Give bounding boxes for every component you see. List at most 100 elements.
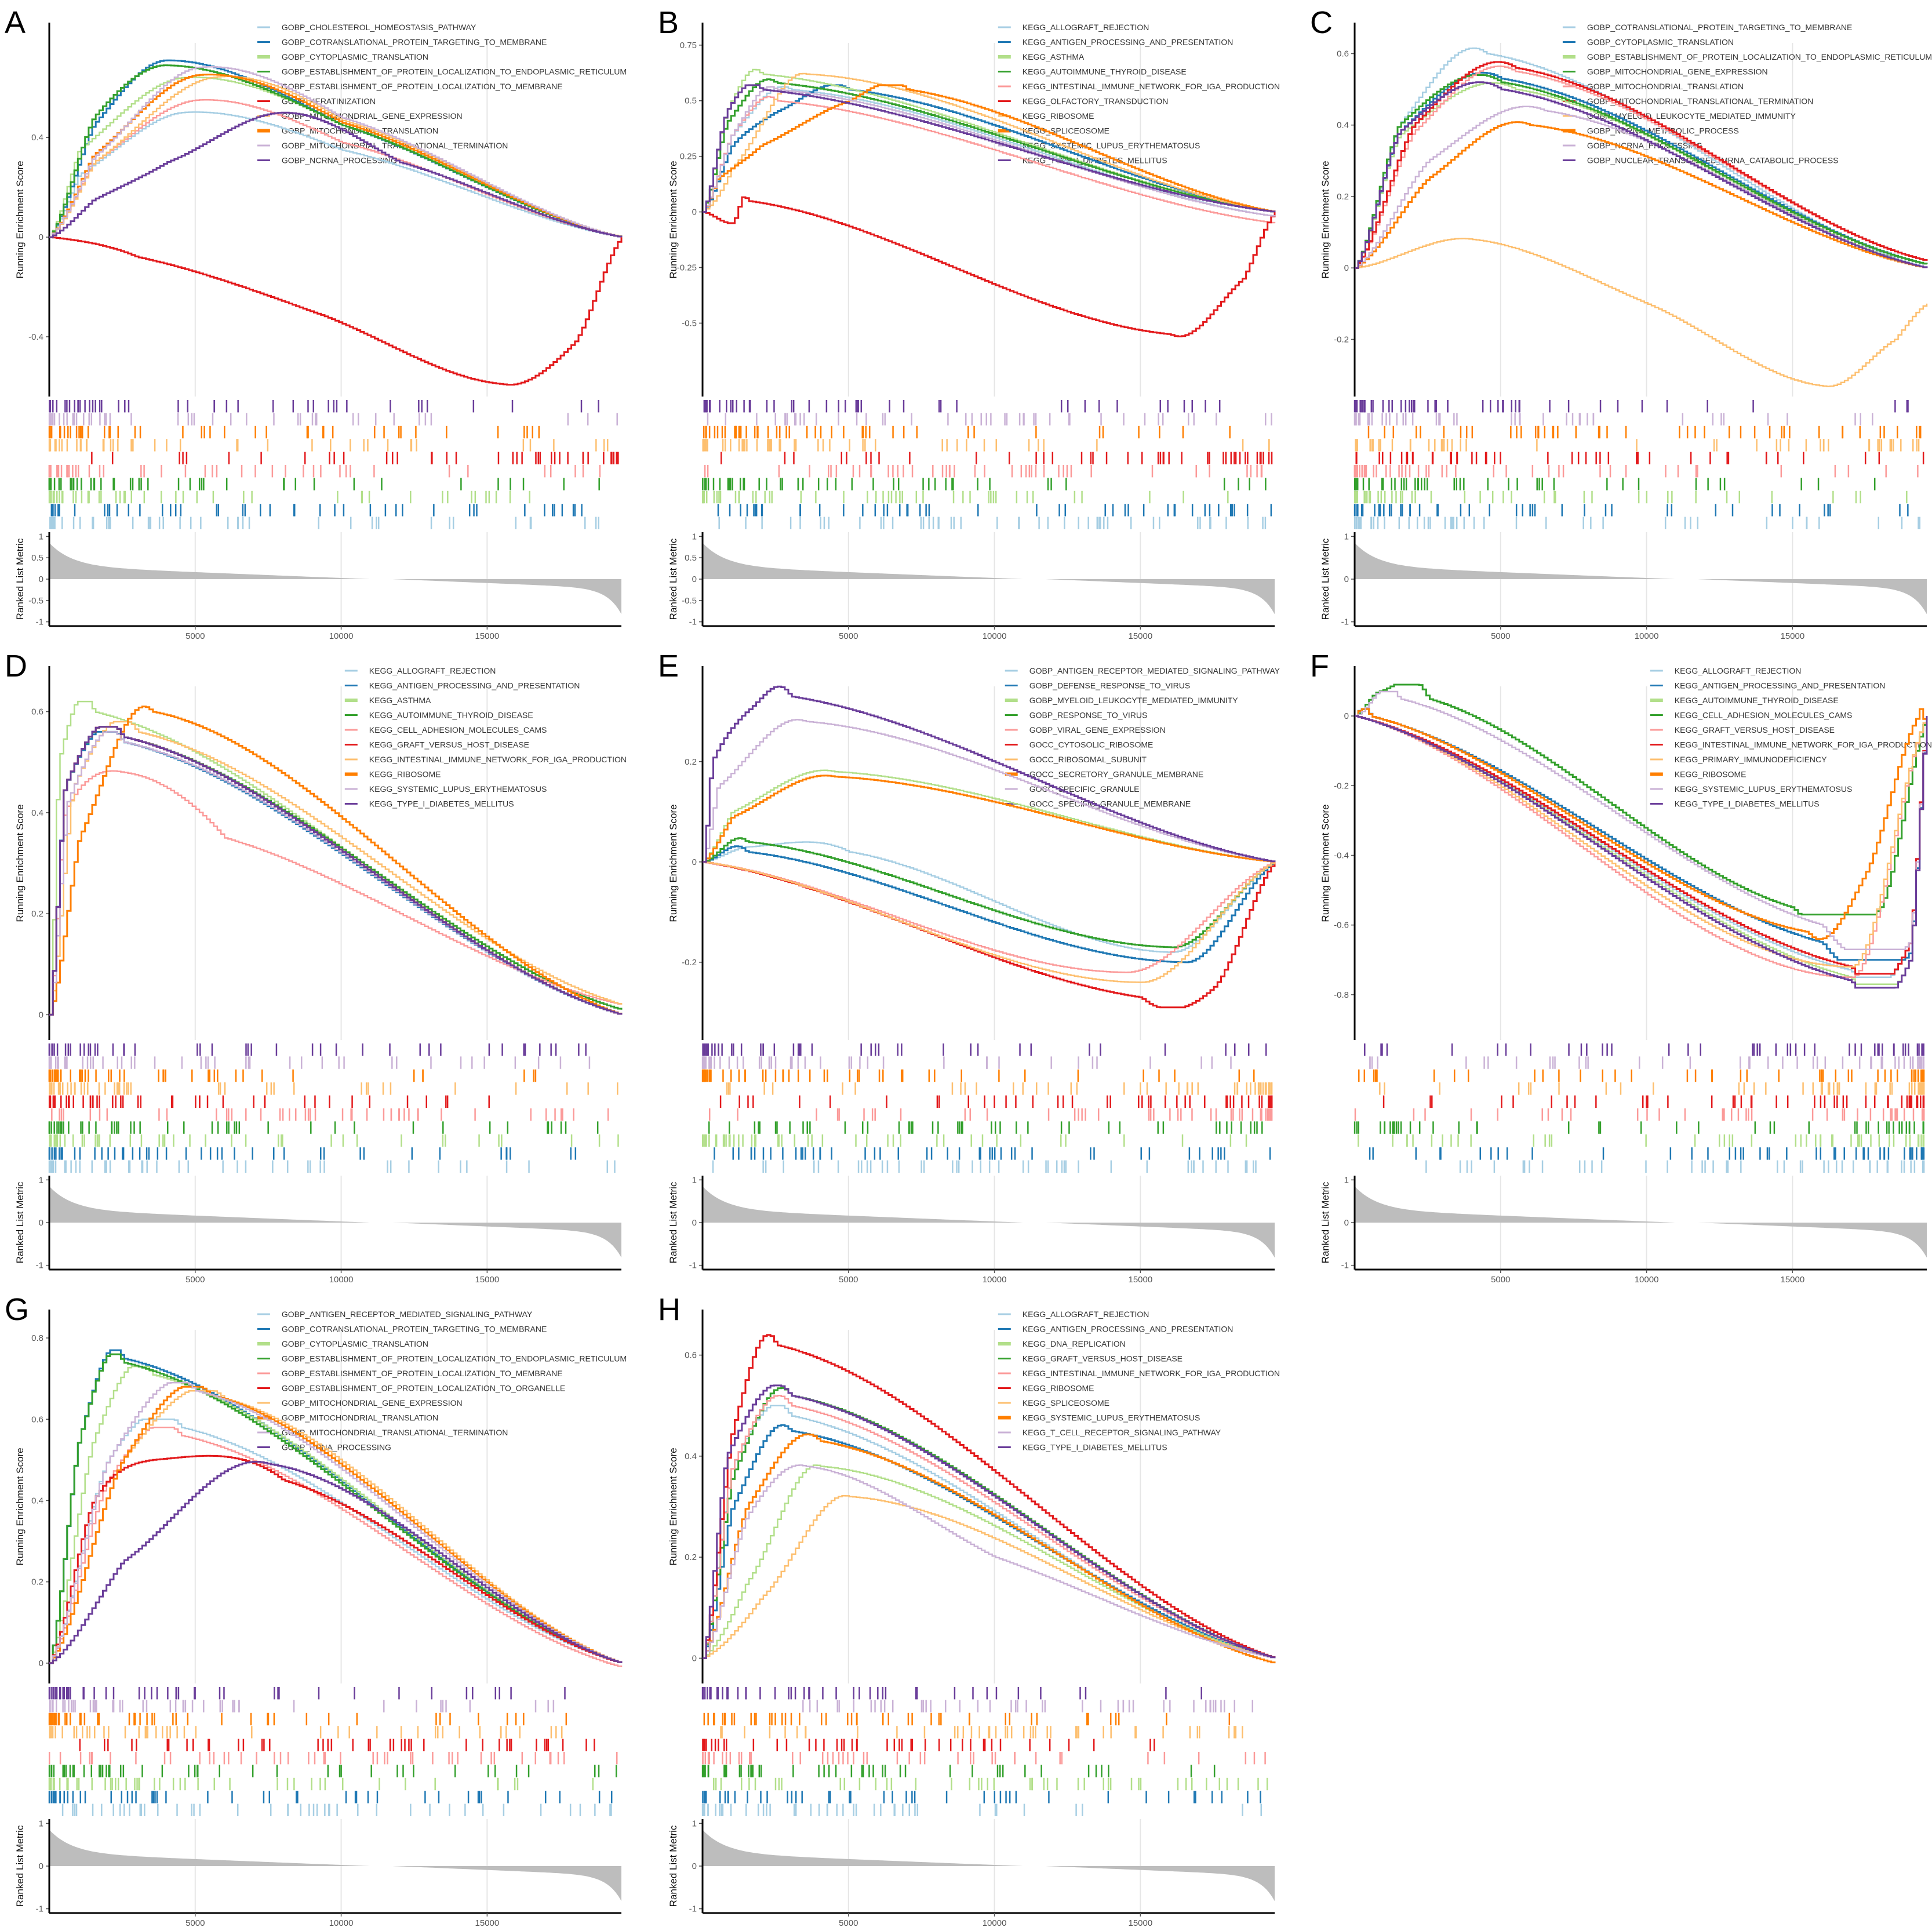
metric-tick-label: -1 xyxy=(36,1904,43,1914)
y-tick-label: 0.6 xyxy=(31,1414,43,1424)
x-tick-label: 15000 xyxy=(475,1275,499,1285)
metric-tick-label: 0 xyxy=(1344,1218,1349,1228)
es-curve-10 xyxy=(49,111,623,238)
metric-tick-label: -0.5 xyxy=(682,596,697,606)
y-tick-label: -0.2 xyxy=(1334,334,1349,344)
panel-d: D 0.6 0.4 0.2 0 Running Enrichment Score KEGG_… xyxy=(0,643,644,1287)
y-tick-label: 0.6 xyxy=(685,1351,697,1361)
legend-label: GOBP_CYTOPLASMIC_TRANSLATION xyxy=(282,1339,428,1348)
x-axis-label: Rank in Ordered Dataset xyxy=(1586,1285,1695,1287)
x-tick-label: 5000 xyxy=(839,1275,858,1285)
es-curve-10 xyxy=(703,84,1276,213)
metric-axis-label: Ranked List Metric xyxy=(14,1181,26,1263)
panel-b: B 0.75 0.5 0.25 0 -0.25 -0.5 Running Enrichment… xyxy=(653,0,1297,643)
x-axis-label: Rank in Ordered Dataset xyxy=(1586,642,1695,643)
es-curve-7 xyxy=(1355,715,1928,968)
legend-label: KEGG_INTESTINAL_IMMUNE_NETWORK_FOR_IGA_P… xyxy=(1023,82,1280,91)
x-tick-label: 15000 xyxy=(1128,1275,1152,1285)
es-curve-8 xyxy=(703,774,1276,863)
metric-tick-label: -1 xyxy=(1341,617,1349,627)
y-tick-label: 0.4 xyxy=(31,1496,43,1505)
legend-label: KEGG_ANTIGEN_PROCESSING_AND_PRESENTATION xyxy=(1023,38,1234,47)
y-tick-label: 0.2 xyxy=(31,1577,43,1587)
legend-label: KEGG_ALLOGRAFT_REJECTION xyxy=(1023,1310,1149,1319)
es-curve-9 xyxy=(703,86,1276,217)
legend-label: GOBP_CYTOPLASMIC_TRANSLATION xyxy=(282,52,428,61)
x-tick-label: 5000 xyxy=(839,1918,858,1928)
ranked-metric-area xyxy=(49,1830,621,1901)
legend-label: KEGG_GRAFT_VERSUS_HOST_DISEASE xyxy=(369,740,529,750)
gsea-plot-h: H 0.6 0.4 0.2 0 Running Enrichment Score KEGG_… xyxy=(658,1292,1280,1930)
metric-tick-label: 0 xyxy=(39,574,43,584)
es-curve-6 xyxy=(703,1334,1276,1659)
legend: KEGG_ALLOGRAFT_REJECTION KEGG_ANTIGEN_PRO… xyxy=(344,666,627,809)
y-tick-label: 0.4 xyxy=(31,133,43,143)
panel-letter: E xyxy=(658,649,679,683)
gsea-plot-f: F 0 -0.2 -0.4 -0.6 -0.8 Running Enrichment Sco… xyxy=(1310,649,1932,1287)
es-curve-10 xyxy=(703,685,1276,863)
y-tick-label: 0 xyxy=(1344,263,1349,273)
x-axis-label: Rank in Ordered Dataset xyxy=(281,1285,390,1287)
panel-c: C 0.6 0.4 0.2 0 -0.2 Running Enrichment Score G… xyxy=(1305,0,1932,643)
legend-label: GOCC_SECRETORY_GRANULE_MEMBRANE xyxy=(1029,770,1204,779)
legend: KEGG_ALLOGRAFT_REJECTION KEGG_ANTIGEN_PRO… xyxy=(998,23,1280,165)
y-tick-label: 0 xyxy=(692,1653,697,1663)
y-tick-label: -0.2 xyxy=(1334,781,1349,791)
legend-label: GOBP_MITOCHONDRIAL_TRANSLATIONAL_TERMINA… xyxy=(282,141,508,150)
x-tick-label: 15000 xyxy=(475,631,499,641)
metric-tick-label: 0 xyxy=(692,1861,697,1871)
legend-label: KEGG_ALLOGRAFT_REJECTION xyxy=(1675,666,1802,675)
ranked-metric-area xyxy=(1355,543,1927,614)
es-curve-9 xyxy=(49,66,623,238)
es-curve-7 xyxy=(49,721,623,1016)
x-axis-label: Rank in Ordered Dataset xyxy=(281,1929,390,1930)
es-curve-1 xyxy=(703,86,1276,217)
es-curve-10 xyxy=(1355,715,1928,989)
metric-tick-label: 1 xyxy=(692,532,697,541)
es-curve-3 xyxy=(703,1464,1276,1659)
y-tick-label: 0.2 xyxy=(685,757,697,767)
panel-a: A 0.4 0 -0.4 Running Enrichment Score GOBP_CH… xyxy=(0,0,644,643)
panel-letter: D xyxy=(5,649,27,683)
legend-label: GOBP_CYTOPLASMIC_TRANSLATION xyxy=(1587,38,1734,47)
es-curve-8 xyxy=(703,1433,1276,1664)
metric-tick-label: -1 xyxy=(689,1261,697,1271)
y-tick-label: -0.5 xyxy=(682,318,697,328)
legend-label: KEGG_INTESTINAL_IMMUNE_NETWORK_FOR_IGA_P… xyxy=(369,755,627,764)
legend-label: GOBP_ESTABLISHMENT_OF_PROTEIN_LOCALIZATI… xyxy=(282,1384,565,1393)
legend-label: KEGG_ANTIGEN_PROCESSING_AND_PRESENTATION xyxy=(1675,681,1886,690)
es-curve-7 xyxy=(703,1495,1276,1659)
y-tick-label: -0.8 xyxy=(1334,990,1349,1000)
legend: GOBP_CHOLESTEROL_HOMEOSTASIS_PATHWAY GOBP… xyxy=(257,23,627,165)
panel-h: H 0.6 0.4 0.2 0 Running Enrichment Score KEGG_… xyxy=(653,1287,1297,1930)
legend-label: GOBP_ESTABLISHMENT_OF_PROTEIN_LOCALIZATI… xyxy=(282,67,627,77)
metric-tick-label: 0 xyxy=(692,574,697,584)
legend-label: KEGG_ANTIGEN_PROCESSING_AND_PRESENTATION xyxy=(1023,1325,1234,1334)
y-axis-label: Running Enrichment Score xyxy=(668,161,679,278)
x-tick-label: 10000 xyxy=(329,1918,354,1928)
legend-label: KEGG_AUTOIMMUNE_THYROID_DISEASE xyxy=(369,711,533,720)
x-axis-label: Rank in Ordered Dataset xyxy=(934,1929,1043,1930)
es-curve-6 xyxy=(49,236,623,386)
metric-tick-label: -1 xyxy=(689,1904,697,1914)
gsea-plot-c: C 0.6 0.4 0.2 0 -0.2 Running Enrichment Score G… xyxy=(1310,5,1932,643)
y-tick-label: 0.4 xyxy=(1337,121,1349,130)
ranked-metric-area xyxy=(703,1186,1275,1258)
legend-label: KEGG_INTESTINAL_IMMUNE_NETWORK_FOR_IGA_P… xyxy=(1675,740,1932,750)
legend-label: KEGG_ALLOGRAFT_REJECTION xyxy=(1023,23,1149,32)
metric-tick-label: 0 xyxy=(39,1218,43,1228)
y-axis-label: Running Enrichment Score xyxy=(14,161,26,278)
x-axis-label: Rank in Ordered Dataset xyxy=(934,642,1043,643)
legend-label: KEGG_CELL_ADHESION_MOLECULES_CAMS xyxy=(1675,711,1853,720)
panel-g: G 0.8 0.6 0.4 0.2 0 Running Enrichment Score GO… xyxy=(0,1287,644,1930)
es-curve-10 xyxy=(49,1461,623,1664)
es-curve-6 xyxy=(1355,715,1928,975)
legend-label: GOCC_RIBOSOMAL_SUBUNIT xyxy=(1029,755,1147,764)
metric-tick-label: 0 xyxy=(692,1218,697,1228)
panel-letter: C xyxy=(1310,5,1333,40)
metric-tick-label: 1 xyxy=(39,1819,43,1828)
y-tick-label: 0.4 xyxy=(31,808,43,818)
legend-label: GOBP_MITOCHONDRIAL_TRANSLATION xyxy=(1587,82,1744,91)
y-tick-label: 0.25 xyxy=(680,152,697,162)
x-tick-label: 15000 xyxy=(1780,631,1804,641)
